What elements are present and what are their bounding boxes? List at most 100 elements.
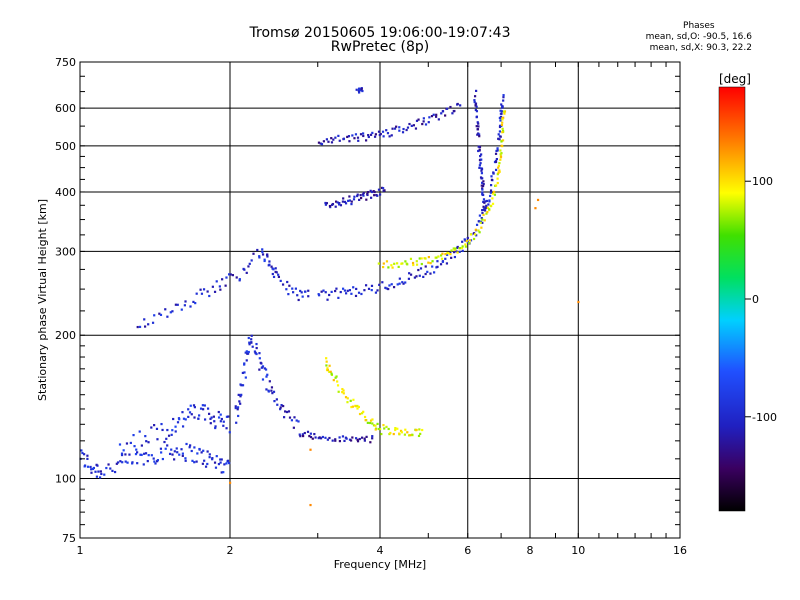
x-tick-label: 8 bbox=[527, 544, 534, 557]
data-point bbox=[377, 262, 380, 265]
data-point bbox=[478, 145, 482, 148]
data-point bbox=[422, 117, 425, 120]
data-point bbox=[501, 131, 504, 134]
data-point bbox=[228, 461, 231, 465]
data-point bbox=[222, 471, 225, 474]
data-point bbox=[341, 435, 345, 438]
data-point bbox=[406, 263, 409, 266]
data-point bbox=[490, 178, 494, 181]
data-point bbox=[534, 207, 537, 210]
data-point bbox=[150, 454, 153, 457]
data-point bbox=[258, 255, 261, 258]
data-point bbox=[468, 239, 472, 242]
data-point bbox=[486, 210, 489, 214]
data-point bbox=[271, 272, 274, 276]
data-point bbox=[326, 367, 329, 370]
data-point bbox=[160, 422, 163, 426]
data-point bbox=[235, 276, 238, 279]
data-point bbox=[213, 290, 217, 293]
data-point bbox=[374, 424, 377, 427]
data-point bbox=[244, 351, 247, 354]
data-point bbox=[171, 453, 174, 456]
data-point bbox=[248, 262, 251, 265]
data-point bbox=[497, 164, 500, 167]
data-point bbox=[479, 221, 482, 224]
data-point bbox=[424, 123, 428, 126]
data-point bbox=[300, 291, 303, 294]
data-point bbox=[381, 130, 385, 133]
data-point bbox=[476, 133, 479, 136]
data-point bbox=[234, 405, 237, 408]
data-point bbox=[210, 416, 213, 419]
data-point bbox=[456, 245, 459, 249]
data-point bbox=[488, 194, 492, 198]
data-point bbox=[481, 191, 484, 194]
data-point bbox=[404, 428, 407, 431]
y-tick-label: 600 bbox=[55, 102, 76, 115]
data-point bbox=[393, 262, 396, 265]
data-point bbox=[469, 233, 473, 236]
data-point bbox=[430, 115, 434, 118]
data-point bbox=[502, 110, 506, 113]
data-point bbox=[285, 410, 289, 414]
data-point bbox=[321, 435, 324, 439]
data-point bbox=[247, 350, 250, 354]
data-point bbox=[328, 370, 331, 373]
data-point bbox=[309, 448, 312, 451]
data-point bbox=[358, 198, 361, 201]
data-point bbox=[261, 250, 264, 254]
data-point bbox=[194, 301, 197, 305]
data-point bbox=[390, 264, 393, 267]
data-point bbox=[401, 262, 404, 265]
data-point bbox=[270, 389, 273, 392]
data-point bbox=[229, 273, 232, 276]
data-point bbox=[464, 245, 467, 248]
data-point bbox=[474, 228, 477, 231]
data-point bbox=[153, 460, 156, 463]
data-point bbox=[215, 455, 218, 458]
data-point bbox=[424, 257, 427, 260]
data-point bbox=[336, 380, 339, 383]
data-point bbox=[346, 397, 349, 400]
data-point bbox=[172, 417, 175, 421]
data-point bbox=[234, 406, 237, 410]
data-point bbox=[481, 188, 484, 191]
data-point bbox=[206, 450, 209, 453]
data-point bbox=[428, 116, 431, 119]
data-point bbox=[341, 387, 344, 391]
data-point bbox=[415, 260, 418, 263]
data-point bbox=[339, 290, 342, 294]
data-point bbox=[222, 420, 225, 423]
data-point bbox=[481, 218, 484, 221]
data-point bbox=[135, 448, 138, 451]
data-point bbox=[370, 289, 373, 292]
data-point bbox=[500, 140, 503, 143]
data-point bbox=[405, 128, 408, 132]
data-point bbox=[250, 334, 253, 337]
colorbar-label: [deg] bbox=[719, 72, 751, 86]
data-point bbox=[491, 202, 495, 205]
data-point bbox=[219, 458, 222, 461]
data-point bbox=[227, 415, 230, 418]
data-point bbox=[324, 291, 327, 294]
data-point bbox=[195, 460, 198, 463]
y-tick-label: 300 bbox=[55, 245, 76, 258]
data-point bbox=[345, 437, 348, 440]
data-point bbox=[359, 194, 362, 197]
data-point bbox=[349, 439, 353, 442]
data-point bbox=[322, 140, 325, 143]
data-point bbox=[86, 465, 90, 468]
data-point bbox=[351, 405, 355, 408]
data-point bbox=[352, 398, 355, 401]
data-point bbox=[151, 321, 155, 324]
data-point bbox=[255, 346, 258, 350]
data-point bbox=[244, 376, 247, 379]
data-point bbox=[304, 290, 307, 293]
data-point bbox=[326, 368, 329, 372]
data-point bbox=[225, 415, 229, 418]
data-point bbox=[361, 412, 364, 415]
data-point bbox=[325, 202, 329, 205]
data-point bbox=[397, 265, 400, 268]
y-tick-label: 750 bbox=[55, 56, 76, 69]
data-point bbox=[418, 257, 421, 260]
